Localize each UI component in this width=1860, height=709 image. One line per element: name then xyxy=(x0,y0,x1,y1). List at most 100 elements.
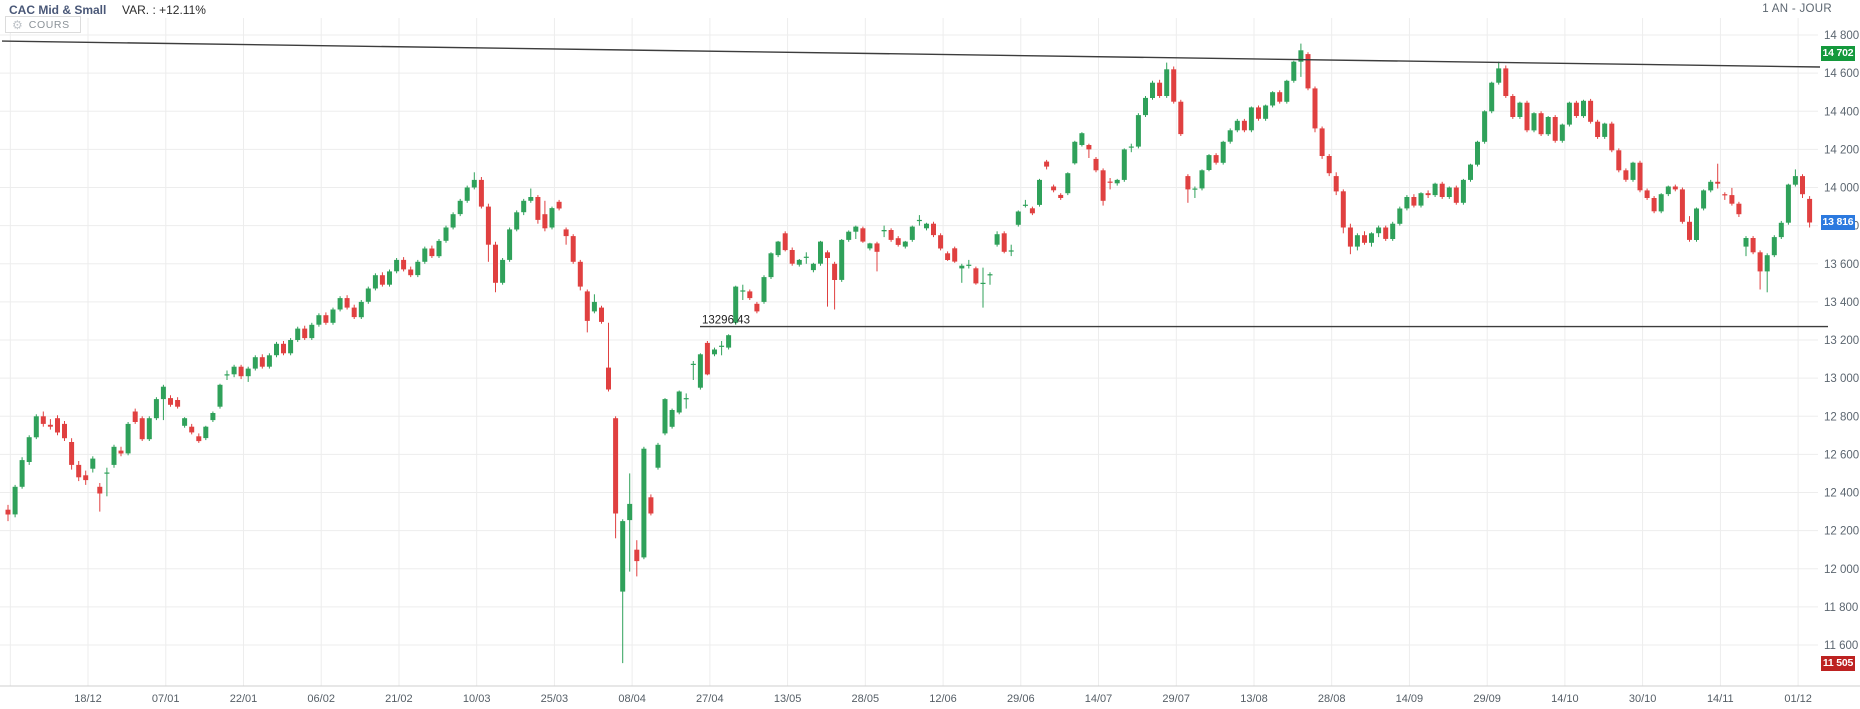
x-axis-label: 29/09 xyxy=(1473,693,1501,705)
candle-body xyxy=(238,366,244,377)
candle-body xyxy=(697,354,703,388)
candle-body xyxy=(111,446,117,465)
candle-body xyxy=(980,282,986,284)
timeframe-label[interactable]: 1 AN - JOUR xyxy=(1762,3,1832,15)
candle-body xyxy=(1651,198,1657,212)
candle-body xyxy=(217,384,223,407)
candle-body xyxy=(1369,233,1374,243)
y-axis-label: 14 400 xyxy=(1824,106,1859,118)
candle-body xyxy=(1029,208,1035,214)
candle-body xyxy=(768,253,774,278)
candle-body xyxy=(1220,141,1226,163)
x-axis-label: 30/10 xyxy=(1629,693,1657,705)
candle-body xyxy=(1807,198,1813,223)
resistance-trendline[interactable] xyxy=(1,40,1821,68)
candle-body xyxy=(274,343,279,356)
candle-body xyxy=(662,399,668,434)
candle-body xyxy=(1482,111,1488,142)
candle-body xyxy=(1771,237,1777,256)
candle-body xyxy=(1100,170,1106,201)
candle-body xyxy=(895,238,901,245)
candle-body xyxy=(761,277,767,302)
candle-body xyxy=(1694,208,1699,240)
candle-body xyxy=(931,223,936,236)
candle-body xyxy=(959,265,965,269)
candle-body xyxy=(860,228,866,242)
candle-body xyxy=(125,423,131,454)
candle-body xyxy=(1298,50,1304,62)
x-axis-label: 08/04 xyxy=(618,693,646,705)
x-axis-label: 29/07 xyxy=(1162,693,1190,705)
candle-body xyxy=(1722,194,1728,196)
y-axis-label: 14 800 xyxy=(1824,30,1859,42)
candle-body xyxy=(316,315,322,325)
candle-body xyxy=(1270,92,1276,106)
candle-body xyxy=(210,413,216,421)
y-axis-label: 12 600 xyxy=(1824,449,1859,461)
candle-body xyxy=(1065,173,1071,194)
candle-body xyxy=(1135,115,1141,147)
candle-body xyxy=(1729,195,1735,204)
candle-body xyxy=(1439,183,1445,197)
candle-body xyxy=(408,269,414,276)
candle-body xyxy=(422,248,428,262)
last-price-badge: 13 816 xyxy=(1821,215,1855,231)
candle-body xyxy=(76,464,82,478)
candle-body xyxy=(415,261,421,276)
candle-body xyxy=(683,398,689,400)
candle-body xyxy=(1573,102,1579,116)
candle-body xyxy=(1701,190,1707,209)
candle-body xyxy=(570,236,576,262)
candle-body xyxy=(1630,162,1636,180)
candle-body xyxy=(168,398,173,405)
candle-body xyxy=(1086,145,1092,150)
x-axis-label: 29/06 xyxy=(1007,693,1035,705)
candle-body xyxy=(1637,162,1643,191)
candle-body xyxy=(676,391,682,413)
candle-body xyxy=(436,240,442,257)
gear-icon[interactable]: ⚙ xyxy=(12,17,23,32)
candle-body xyxy=(1418,193,1424,206)
candle-body xyxy=(281,343,286,354)
candle-body xyxy=(726,335,732,348)
candle-body xyxy=(1757,252,1763,272)
candle-body xyxy=(379,275,385,285)
x-axis-label: 12/06 xyxy=(929,693,957,705)
candle-body xyxy=(330,309,336,323)
x-axis-label: 13/08 xyxy=(1240,693,1268,705)
candle-body xyxy=(1616,150,1622,171)
candle-body xyxy=(1453,187,1459,203)
candle-body xyxy=(55,418,60,433)
candle-body xyxy=(1347,227,1353,247)
candle-body xyxy=(365,288,371,302)
candle-body xyxy=(648,497,654,514)
candle-body xyxy=(1764,255,1770,272)
candle-body xyxy=(641,448,647,558)
candle-body xyxy=(521,200,527,213)
candle-body xyxy=(288,340,294,354)
candle-body xyxy=(952,248,958,262)
candle-body xyxy=(1715,181,1721,184)
candle-body xyxy=(1581,100,1586,117)
y-axis-label: 12 000 xyxy=(1824,564,1859,576)
candle-body xyxy=(47,424,53,427)
candle-body xyxy=(1093,158,1099,171)
series-selector-chip[interactable]: ⚙ COURS xyxy=(5,16,81,33)
candle-body xyxy=(987,274,993,276)
candle-body xyxy=(1376,227,1382,234)
candle-body xyxy=(1679,189,1685,222)
candle-body xyxy=(337,298,343,310)
candle-body xyxy=(542,214,548,229)
candle-body xyxy=(796,259,802,265)
candle-body xyxy=(1213,155,1219,163)
candle-body xyxy=(528,197,534,201)
candle-body xyxy=(1566,102,1572,125)
candle-body xyxy=(1015,211,1021,225)
candle-body xyxy=(19,460,25,487)
x-axis-label: 07/01 xyxy=(152,693,180,705)
candle-body xyxy=(1008,250,1014,252)
candle-body xyxy=(556,201,562,209)
candle-body xyxy=(1750,238,1756,253)
candle-body xyxy=(1496,68,1502,83)
